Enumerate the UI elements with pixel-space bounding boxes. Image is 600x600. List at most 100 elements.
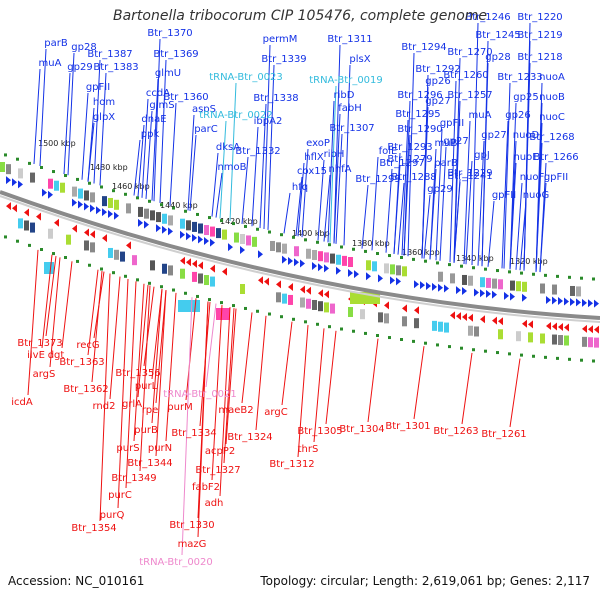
reverse-gene-arrow <box>564 323 569 332</box>
label-connector <box>137 284 149 398</box>
forward-gene-label: Btr_1260 <box>443 70 488 81</box>
feature-block <box>90 192 95 203</box>
forward-gene-arrow <box>474 288 479 297</box>
tick-mark <box>112 189 115 193</box>
tick-mark <box>292 317 295 321</box>
tick-mark <box>376 334 379 338</box>
label-connector <box>219 307 231 497</box>
feature-block <box>444 322 449 333</box>
forward-gene-arrow <box>438 283 443 292</box>
tick-label: 1320 kbp <box>510 257 548 266</box>
feature-block <box>396 265 401 276</box>
feature-block <box>114 199 119 210</box>
forward-gene-label: Btr_1295 <box>395 109 440 120</box>
map-title: Bartonella tribocorum CIP 105476, comple… <box>112 8 488 24</box>
forward-gene-label: Btr_1339 <box>261 54 306 65</box>
forward-gene-arrow <box>552 296 557 305</box>
tick-mark <box>196 294 199 298</box>
tick-mark <box>424 341 427 345</box>
reverse-gene-label: rnd2 <box>93 401 116 412</box>
tick-mark <box>40 248 43 251</box>
tick-mark <box>16 239 19 243</box>
feature-block <box>144 208 149 219</box>
tick-mark <box>556 274 559 278</box>
forward-gene-label: fabH <box>338 103 362 114</box>
forward-gene-label: gp27 <box>443 136 468 147</box>
label-connector <box>211 305 223 481</box>
forward-gene-label: parC <box>194 124 218 135</box>
reverse-gene-label: Btr_1330 <box>169 520 214 531</box>
reverse-gene-label: tRNA-Btr_0021 <box>163 389 237 400</box>
tick-mark <box>172 288 175 292</box>
reverse-gene-arrow <box>324 290 329 299</box>
feature-block <box>300 297 305 308</box>
forward-gene-arrow <box>72 198 77 207</box>
forward-gene-arrow <box>366 272 371 281</box>
feature-block <box>348 257 353 268</box>
tick-mark <box>172 206 175 210</box>
forward-gene-label: Btr_1292 <box>415 64 460 75</box>
tick-mark <box>160 285 163 289</box>
feature-block <box>516 281 521 292</box>
feature-block <box>288 294 293 305</box>
forward-gene-label: Btr_1293 <box>387 142 432 153</box>
tick-mark <box>544 355 547 359</box>
feature-block <box>138 206 143 217</box>
feature-block <box>180 218 185 229</box>
feature-block <box>222 229 227 240</box>
feature-block <box>474 326 479 337</box>
reverse-gene-arrow <box>300 285 305 294</box>
forward-gene-arrow <box>288 256 293 265</box>
accession-footer: Accession: NC_010161 <box>8 574 144 588</box>
forward-gene-arrow <box>12 178 17 187</box>
reverse-gene-label: Btr_1349 <box>111 473 156 484</box>
reverse-gene-arrow <box>480 315 485 324</box>
tick-mark <box>364 331 367 335</box>
forward-gene-arrow <box>570 297 575 306</box>
forward-gene-arrow <box>168 227 173 236</box>
forward-gene-label: gpFII <box>86 82 110 93</box>
feature-block <box>498 279 503 290</box>
feature-block <box>330 253 335 264</box>
forward-gene-arrow <box>414 280 419 289</box>
reverse-gene-label: Btr_1261 <box>481 429 526 440</box>
tick-label: 1460 kbp <box>112 182 150 191</box>
label-connector <box>453 181 461 263</box>
reverse-gene-label: tRNA-Btr_0020 <box>139 557 213 568</box>
forward-gene-arrow <box>192 233 197 242</box>
reverse-gene-arrow <box>84 228 89 237</box>
feature-block <box>178 300 200 312</box>
tick-label: 1360 kbp <box>402 248 440 257</box>
label-connector <box>503 82 511 269</box>
label-connector <box>509 162 517 270</box>
forward-gene-label: aspS <box>192 104 216 115</box>
forward-gene-arrow <box>300 259 305 268</box>
feature-block <box>384 263 389 274</box>
label-connector <box>87 269 99 356</box>
tick-mark <box>460 264 463 268</box>
feature-block <box>282 243 287 254</box>
reverse-gene-label: ilvE <box>27 350 45 361</box>
feature-block <box>330 303 335 314</box>
reverse-gene-arrow <box>492 316 497 325</box>
feature-block <box>432 320 437 331</box>
forward-gene-label: Btr_1279 <box>387 154 432 165</box>
forward-gene-label: nuoC <box>539 112 565 123</box>
feature-block <box>294 246 299 257</box>
forward-gene-arrow <box>258 250 263 259</box>
reverse-gene-arrow <box>126 241 131 250</box>
tick-mark <box>4 235 7 239</box>
forward-gene-label: gpFII <box>544 172 568 183</box>
tick-mark <box>556 356 559 360</box>
forward-gene-label: nuoG <box>523 190 550 201</box>
tick-mark <box>88 263 91 267</box>
label-connector <box>61 261 73 349</box>
label-connector <box>225 308 237 445</box>
tick-mark <box>544 273 547 277</box>
feature-block <box>270 240 275 251</box>
label-connector <box>535 142 543 272</box>
label-connector <box>343 64 351 246</box>
feature-block <box>570 285 575 296</box>
forward-gene-label: hfq <box>292 182 308 193</box>
forward-gene-arrow <box>96 206 101 215</box>
